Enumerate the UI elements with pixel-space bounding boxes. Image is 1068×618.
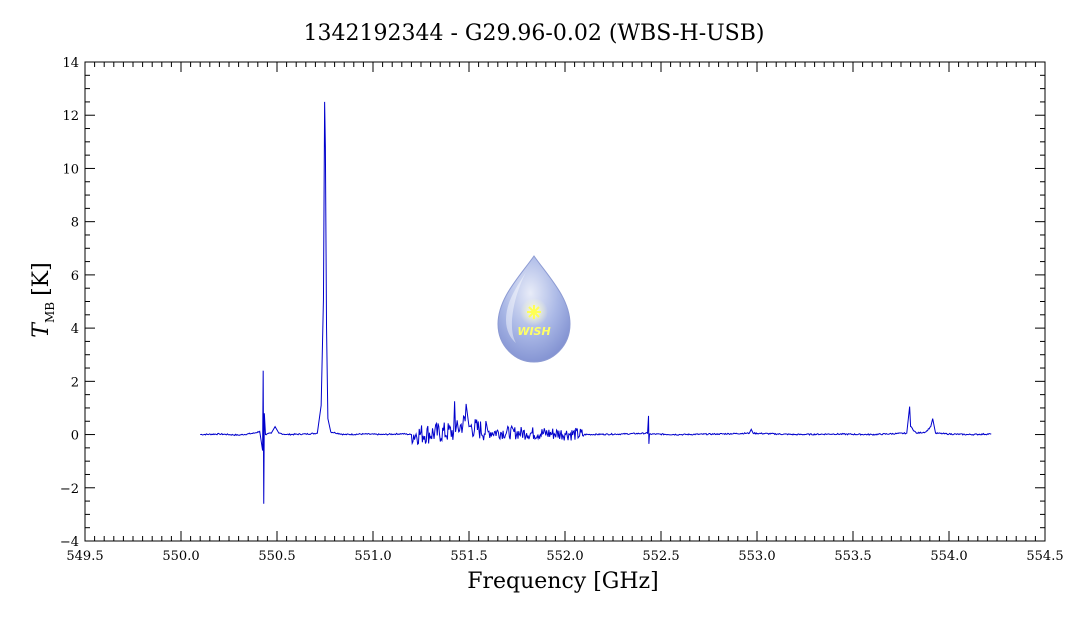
y-axis-label-unit: [K] bbox=[29, 262, 54, 296]
y-axis-label: TMB [K] bbox=[29, 262, 57, 337]
y-tick-label: 0 bbox=[71, 429, 79, 444]
axis-ticks bbox=[84, 61, 1046, 542]
x-tick-label: 550.5 bbox=[258, 549, 295, 564]
y-axis-label-main: T bbox=[29, 321, 54, 338]
x-axis-label: Frequency [GHz] bbox=[467, 569, 659, 594]
x-tick-label: 550.0 bbox=[162, 549, 199, 564]
x-tick-label: 549.5 bbox=[66, 549, 103, 564]
x-tick-label: 552.0 bbox=[546, 549, 583, 564]
y-tick-label: 8 bbox=[71, 216, 79, 231]
chart-title: 1342192344 - G29.96-0.02 (WBS-H-USB) bbox=[303, 21, 764, 46]
x-tick-label: 551.0 bbox=[354, 549, 391, 564]
y-tick-labels: −4 −2 0 2 4 6 8 10 12 14 bbox=[60, 56, 79, 550]
y-tick-label: 10 bbox=[62, 162, 79, 177]
water-drop-highlight-icon bbox=[506, 272, 526, 343]
y-tick-label: 14 bbox=[62, 56, 79, 71]
star-icon bbox=[527, 305, 541, 319]
y-tick-label: 2 bbox=[71, 375, 79, 390]
x-tick-label: 554.0 bbox=[930, 549, 967, 564]
y-tick-label: −2 bbox=[60, 482, 79, 497]
y-tick-label: −4 bbox=[60, 535, 79, 550]
y-axis-label-sub: MB bbox=[43, 302, 57, 323]
series-layer bbox=[200, 101, 992, 504]
x-tick-labels: 549.5 550.0 550.5 551.0 551.5 552.0 552.5 553.0… bbox=[66, 549, 1063, 564]
x-tick-label: 551.5 bbox=[450, 549, 487, 564]
y-tick-label: 4 bbox=[71, 322, 79, 337]
y-tick-label: 12 bbox=[62, 109, 79, 124]
x-tick-label: 554.5 bbox=[1026, 549, 1063, 564]
logo-text: WISH bbox=[517, 325, 550, 338]
y-tick-label: 6 bbox=[71, 269, 79, 284]
x-tick-label: 552.5 bbox=[642, 549, 679, 564]
spectrum-series-line bbox=[200, 101, 992, 504]
x-tick-label: 553.5 bbox=[834, 549, 871, 564]
wish-logo: WISH bbox=[497, 255, 571, 363]
x-tick-label: 553.0 bbox=[738, 549, 775, 564]
